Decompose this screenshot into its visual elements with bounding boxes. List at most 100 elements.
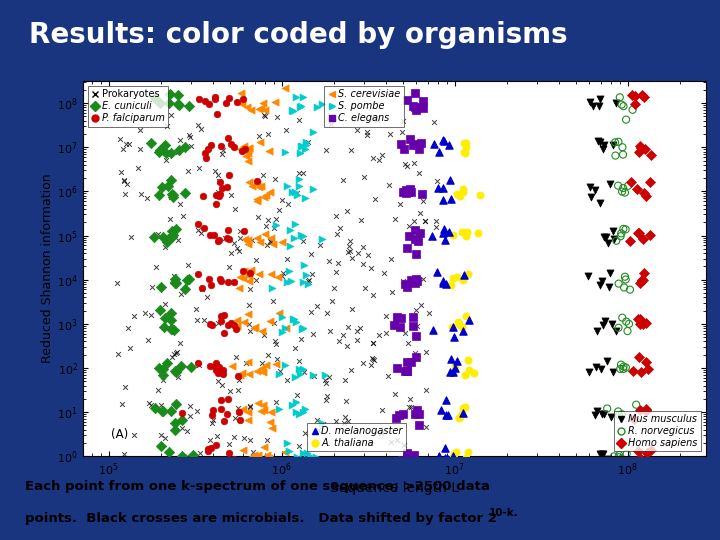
Point bbox=[185, 402, 197, 410]
Point bbox=[634, 406, 646, 414]
Point bbox=[258, 193, 270, 201]
Point bbox=[223, 234, 235, 243]
Point bbox=[236, 369, 248, 377]
Point bbox=[606, 320, 618, 328]
Point bbox=[159, 434, 171, 442]
Point bbox=[230, 325, 242, 333]
Point bbox=[330, 267, 341, 276]
Point bbox=[312, 416, 323, 424]
Point bbox=[356, 215, 367, 224]
Point bbox=[222, 440, 234, 449]
Point bbox=[439, 453, 451, 462]
Point bbox=[361, 130, 373, 139]
Point bbox=[249, 323, 261, 332]
Point bbox=[620, 275, 631, 284]
Point bbox=[210, 362, 221, 371]
Point bbox=[280, 126, 292, 134]
Point bbox=[118, 176, 130, 185]
Point bbox=[613, 407, 624, 416]
Point bbox=[297, 236, 309, 245]
Point bbox=[299, 194, 310, 202]
Point bbox=[367, 154, 379, 163]
Point bbox=[642, 448, 653, 457]
Point bbox=[281, 278, 292, 286]
Point bbox=[341, 397, 352, 406]
Point bbox=[237, 404, 248, 413]
Point bbox=[261, 191, 272, 199]
Point bbox=[215, 276, 227, 285]
Point bbox=[135, 190, 147, 198]
Point bbox=[632, 228, 644, 237]
Point bbox=[234, 273, 246, 281]
Point bbox=[287, 401, 298, 409]
Point bbox=[451, 356, 462, 365]
Point bbox=[297, 142, 308, 151]
Point bbox=[405, 187, 417, 196]
Point bbox=[243, 320, 255, 329]
Point bbox=[415, 301, 427, 310]
Point bbox=[409, 409, 420, 418]
Text: Results: color coded by organisms: Results: color coded by organisms bbox=[29, 21, 567, 49]
Point bbox=[414, 209, 426, 218]
Point bbox=[420, 348, 432, 356]
Point bbox=[410, 89, 421, 98]
Point bbox=[242, 235, 253, 244]
Point bbox=[218, 417, 230, 426]
Point bbox=[274, 366, 286, 375]
Point bbox=[172, 99, 184, 108]
Point bbox=[298, 368, 310, 376]
Point bbox=[297, 92, 308, 101]
Point bbox=[297, 449, 309, 457]
Point bbox=[374, 331, 385, 340]
Point bbox=[225, 190, 236, 199]
Point bbox=[637, 320, 649, 328]
Point bbox=[114, 134, 126, 143]
Point bbox=[228, 433, 239, 441]
Point bbox=[269, 319, 280, 328]
Point bbox=[292, 453, 303, 461]
Point bbox=[172, 147, 184, 156]
Point bbox=[231, 321, 243, 330]
Point bbox=[203, 99, 215, 108]
Point bbox=[405, 276, 417, 285]
Point bbox=[447, 451, 459, 460]
Point bbox=[213, 235, 225, 244]
Point bbox=[171, 349, 182, 357]
Point bbox=[376, 405, 387, 414]
Point bbox=[300, 138, 312, 146]
Point bbox=[617, 184, 629, 192]
Point bbox=[631, 185, 643, 194]
Point bbox=[325, 327, 336, 335]
Point bbox=[273, 309, 284, 318]
Point bbox=[644, 231, 656, 240]
Point bbox=[608, 227, 619, 235]
Point bbox=[268, 239, 279, 248]
Point bbox=[305, 308, 316, 317]
Point bbox=[598, 320, 609, 329]
Point bbox=[243, 416, 254, 424]
Point bbox=[245, 402, 256, 411]
Point bbox=[616, 360, 627, 369]
Point bbox=[212, 319, 224, 327]
Point bbox=[307, 185, 319, 193]
Point bbox=[117, 399, 128, 408]
Point bbox=[221, 410, 233, 418]
Point bbox=[396, 128, 408, 137]
Point bbox=[253, 270, 265, 279]
Point bbox=[212, 377, 224, 386]
Point bbox=[460, 312, 472, 320]
Point bbox=[600, 233, 611, 242]
Point bbox=[222, 134, 233, 143]
Point bbox=[438, 225, 450, 233]
Point bbox=[447, 323, 459, 332]
Point bbox=[212, 237, 223, 245]
Point bbox=[413, 169, 425, 178]
Point bbox=[179, 284, 191, 293]
Point bbox=[192, 219, 203, 228]
Point bbox=[246, 266, 257, 274]
Point bbox=[225, 248, 237, 257]
Point bbox=[214, 190, 225, 199]
Point bbox=[198, 223, 210, 232]
Point bbox=[205, 443, 217, 452]
Point bbox=[233, 284, 245, 292]
